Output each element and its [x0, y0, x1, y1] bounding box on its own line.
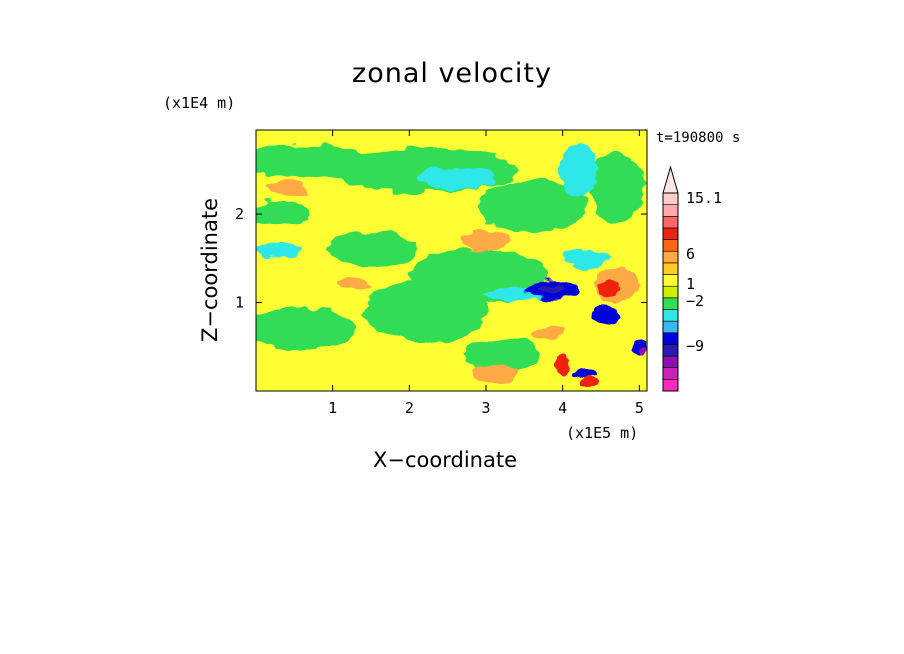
contour-region-cyan — [256, 242, 302, 257]
x-tick: 2 — [405, 130, 414, 417]
colorbar-swatch — [662, 320, 679, 334]
colorbar-label: −9 — [686, 337, 704, 355]
contour-region-cyan — [558, 143, 598, 197]
x-tick: 5 — [635, 130, 644, 417]
contour-region-orange — [267, 178, 306, 197]
contour-region-purple — [639, 346, 647, 356]
contour-region-green — [256, 200, 310, 228]
chart-title: zonal velocity — [352, 58, 552, 89]
y-tick: 1 — [235, 294, 647, 312]
colorbar-label: −2 — [686, 292, 704, 310]
contour-region-blue — [571, 368, 600, 378]
contour-region-green — [589, 152, 644, 223]
x-tick-label: 2 — [405, 399, 414, 417]
y-tick-label: 1 — [235, 294, 244, 312]
x-tick: 4 — [558, 130, 567, 417]
contour-region-orange — [340, 278, 371, 292]
contour-region-darkblue — [537, 283, 565, 295]
contour-region-green — [363, 280, 486, 343]
colorbar-extend-arrow — [662, 165, 679, 194]
colorbar-swatch — [662, 250, 679, 264]
x-tick-label: 1 — [328, 399, 337, 417]
colorbar-swatch — [662, 262, 679, 275]
contour-region-orange — [463, 229, 509, 252]
contour-region-green — [256, 306, 356, 352]
colorbar-swatch — [662, 344, 679, 357]
colorbar-swatch — [662, 227, 679, 240]
contour-region-green — [463, 337, 540, 374]
colorbar-swatch — [662, 309, 679, 322]
y-tick-label: 2 — [235, 205, 244, 223]
x-tick: 3 — [481, 130, 491, 417]
x-tick-label: 3 — [481, 399, 490, 417]
contour-region-red — [580, 376, 599, 388]
colorbar-swatch — [662, 297, 679, 310]
contour-region-cyan — [562, 247, 609, 269]
colorbar-swatch — [662, 285, 679, 299]
x-tick: 1 — [328, 130, 337, 417]
x-tick-label: 5 — [635, 399, 644, 417]
time-label: t=190800 s — [656, 130, 741, 146]
colorbar: 15.1 6 1−2 −9 — [662, 165, 722, 392]
colorbar-label: 6 — [686, 245, 695, 263]
x-tick-label: 4 — [558, 399, 567, 417]
colorbar-swatch — [662, 204, 679, 217]
contour-region-red — [597, 282, 621, 297]
y-axis-unit: (x1E4 m) — [163, 94, 236, 112]
contour-region-orange — [470, 364, 517, 383]
contour-region-red — [555, 353, 571, 376]
contour-region-green — [325, 231, 417, 268]
colorbar-swatch — [662, 274, 679, 287]
contour-region-orange — [532, 326, 563, 341]
colorbar-swatch — [662, 192, 679, 205]
colorbar-swatch — [662, 239, 679, 252]
colorbar-swatch — [662, 367, 679, 380]
colorbar-swatch — [662, 355, 679, 369]
colorbar-swatch — [662, 379, 679, 392]
x-axis-unit: (x1E5 m) — [566, 424, 639, 442]
contour-region-blue — [589, 307, 621, 324]
contour-region-green — [332, 147, 517, 192]
velocity-field — [256, 130, 647, 391]
colorbar-swatch — [662, 332, 679, 345]
colorbar-label: 15.1 — [686, 189, 722, 207]
colorbar-label: 1 — [686, 275, 695, 293]
x-axis-label: X−coordinate — [373, 448, 517, 472]
plot-frame — [255, 129, 648, 392]
contour-region-green — [478, 178, 586, 232]
colorbar-frame — [662, 192, 679, 392]
contour-region-cyan — [417, 168, 494, 190]
y-tick: 2 — [235, 205, 647, 223]
colorbar-swatch — [662, 215, 679, 229]
